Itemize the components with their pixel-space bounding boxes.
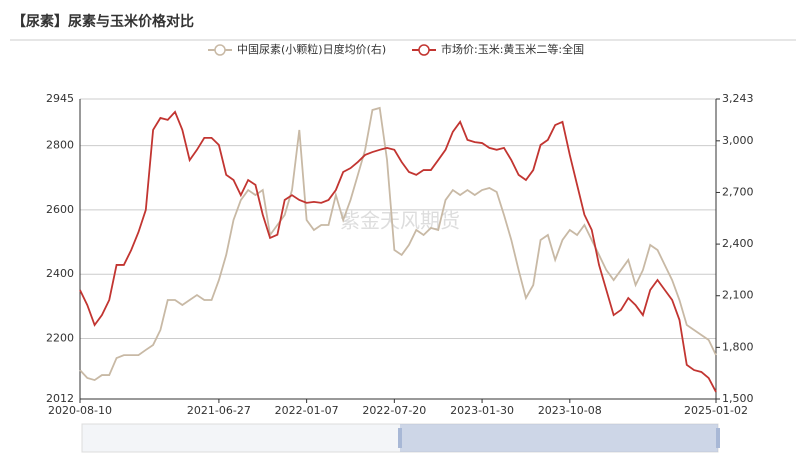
y-tick-label: 2400 <box>46 267 74 280</box>
series-line <box>79 110 717 393</box>
legend-marker <box>418 44 430 56</box>
x-tick-label: 2022-01-07 <box>275 404 339 417</box>
y2-tick-label: 3,000 <box>722 134 754 147</box>
y2-tick-label: 1,500 <box>722 392 754 405</box>
x-tick-label: 2025-01-02 <box>684 404 748 417</box>
legend-marker <box>214 44 226 56</box>
x-tick-label: 2022-07-20 <box>362 404 426 417</box>
chart-title: 【尿素】尿素与玉米价格对比 <box>12 13 194 30</box>
y2-tick-label: 3,243 <box>722 92 754 105</box>
legend-label: 中国尿素(小颗粒)日度均价(右) <box>237 42 386 56</box>
legend-label: 市场价:玉米:黄玉米二等:全国 <box>441 42 584 56</box>
y-tick-label: 2012 <box>46 392 74 405</box>
zoom-window[interactable] <box>400 424 718 452</box>
x-tick-label: 2021-06-27 <box>187 404 251 417</box>
zoom-handle[interactable] <box>716 428 720 448</box>
y2-tick-label: 1,800 <box>722 340 754 353</box>
x-tick-label: 2020-08-10 <box>48 404 112 417</box>
zoom-handle[interactable] <box>398 428 402 448</box>
y-tick-label: 2600 <box>46 203 74 216</box>
y2-tick-label: 2,700 <box>722 185 754 198</box>
x-tick-label: 2023-10-08 <box>538 404 602 417</box>
series-line <box>79 106 717 382</box>
y-tick-label: 2800 <box>46 139 74 152</box>
y2-tick-label: 2,400 <box>722 237 754 250</box>
x-tick-label: 2023-01-30 <box>450 404 514 417</box>
y2-tick-label: 2,100 <box>722 289 754 302</box>
y-tick-label: 2945 <box>46 92 74 105</box>
y-tick-label: 2200 <box>46 332 74 345</box>
